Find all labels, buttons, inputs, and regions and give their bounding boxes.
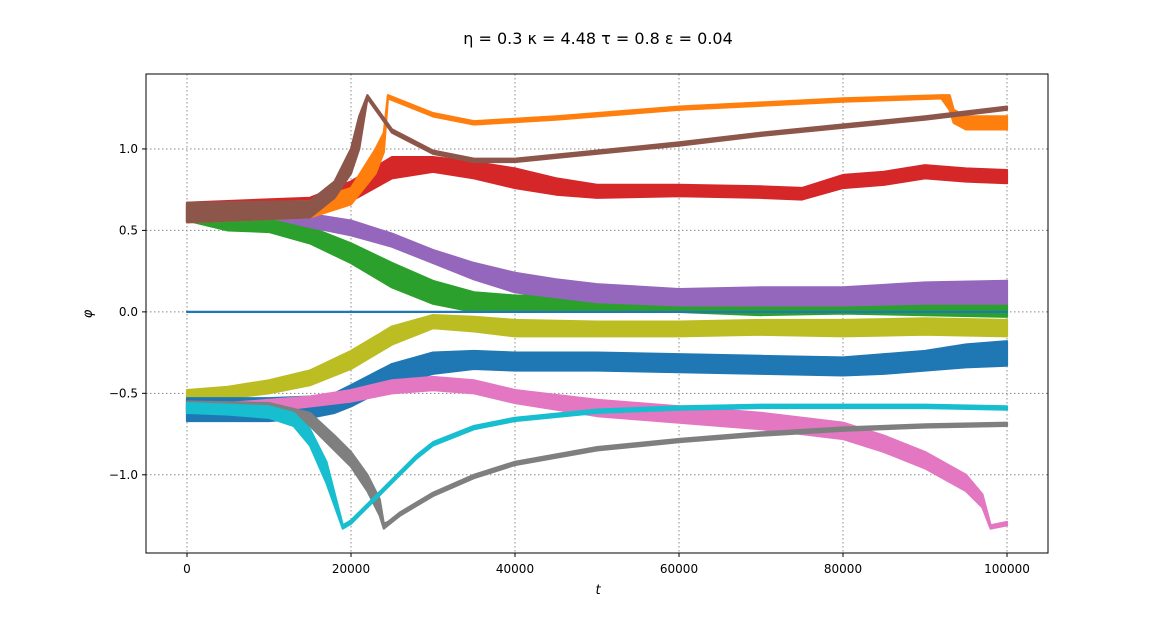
series-band-5: [185, 94, 1009, 224]
x-tick-label: 0: [183, 562, 191, 576]
y-tick-label: −1.0: [109, 468, 138, 482]
plot-frame: [145, 73, 1049, 554]
x-tick-label: 100000: [984, 562, 1030, 576]
y-tick-label: 0.0: [119, 305, 138, 319]
y-axis-label: φ: [81, 309, 96, 318]
series-band-8: [185, 314, 1009, 403]
y-tick-label: −0.5: [109, 386, 138, 400]
series-band-9: [185, 402, 1009, 530]
x-axis-label: t: [595, 583, 601, 598]
x-tick-label: 80000: [824, 562, 862, 576]
chart-title: η = 0.3 κ = 4.48 τ = 0.8 ε = 0.04: [463, 29, 733, 48]
series-band-6: [185, 375, 1009, 530]
series-layer: [185, 94, 1009, 530]
ticks: 0 20000 40000 60000 80000 100000 −1.0 −0.5 0.0 0.…: [109, 142, 1030, 576]
series-band-10: [185, 340, 1009, 423]
x-tick-label: 40000: [496, 562, 534, 576]
x-tick-label: 60000: [660, 562, 698, 576]
y-tick-label: 1.0: [119, 142, 138, 156]
series-band-3: [185, 156, 1009, 216]
y-tick-label: 0.5: [119, 223, 138, 237]
x-tick-label: 20000: [332, 562, 370, 576]
